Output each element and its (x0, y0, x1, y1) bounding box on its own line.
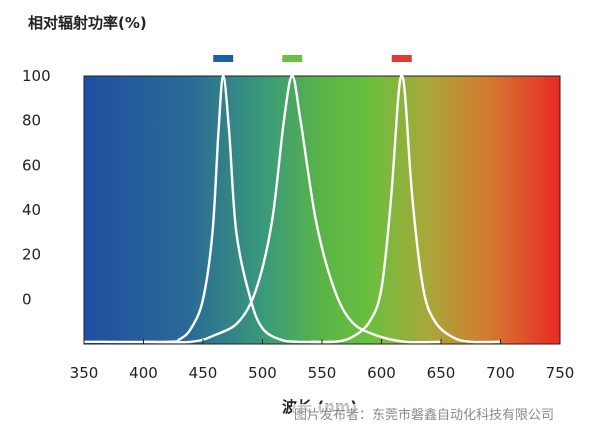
x-tick-label: 400 (129, 364, 158, 382)
x-tick-label: 750 (546, 364, 575, 382)
y-ticks: 100 80 60 40 20 0 (22, 67, 51, 308)
series-line-3 (310, 74, 501, 344)
y-tick-label: 20 (22, 246, 41, 264)
y-axis-title: 相对辐射功率(%) (28, 14, 147, 32)
x-tick-label: 350 (70, 364, 99, 382)
y-tick-label: 40 (22, 201, 41, 219)
y-tick-label: 80 (22, 112, 41, 130)
series-line-1 (83, 74, 334, 344)
y-tick-label: 0 (22, 290, 32, 308)
plot-area (83, 75, 561, 345)
x-tick-label: 700 (486, 364, 515, 382)
series-curves (83, 74, 501, 344)
series-line-2 (143, 74, 442, 344)
legend-swatch-1 (213, 55, 234, 62)
y-tick-label: 60 (22, 156, 41, 174)
x-tick-label: 600 (367, 364, 396, 382)
legend-swatch-2 (282, 55, 303, 62)
x-tick-label: 550 (308, 364, 337, 382)
x-tick-label: 450 (189, 364, 218, 382)
x-tick-label: 650 (427, 364, 456, 382)
legend-swatch-3 (391, 55, 412, 62)
publisher-watermark: 图片发布者：东莞市磐鑫自动化科技有限公司 (292, 404, 557, 423)
x-tick-label: 500 (248, 364, 277, 382)
legend (213, 55, 412, 62)
x-ticks: 350 400 450 500 550 600 650 700 750 (70, 339, 575, 382)
y-tick-label: 100 (22, 67, 51, 85)
